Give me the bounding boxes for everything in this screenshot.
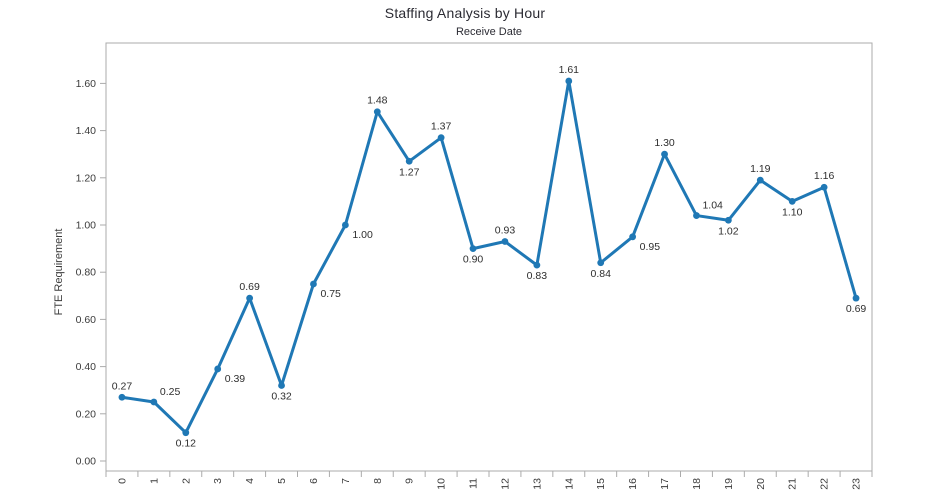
data-point bbox=[373, 108, 381, 116]
data-point bbox=[533, 261, 541, 269]
data-point-label: 0.12 bbox=[176, 438, 197, 450]
data-point-label: 0.90 bbox=[463, 254, 484, 266]
data-point-label: 0.69 bbox=[239, 281, 260, 293]
x-tick-label: 21 bbox=[787, 478, 799, 490]
y-tick-label: 1.40 bbox=[76, 125, 97, 137]
x-tick-label: 9 bbox=[404, 478, 416, 484]
data-point-label: 1.37 bbox=[431, 121, 452, 133]
data-point bbox=[405, 157, 413, 165]
data-point-label: 1.00 bbox=[352, 229, 373, 241]
y-tick-label: 0.80 bbox=[76, 267, 97, 279]
data-point bbox=[724, 216, 732, 224]
x-tick-label: 1 bbox=[148, 478, 160, 484]
data-point bbox=[150, 398, 158, 406]
data-point-label: 1.30 bbox=[654, 137, 675, 149]
data-point bbox=[246, 294, 254, 302]
y-tick-label: 0.60 bbox=[76, 314, 97, 326]
data-point-label: 0.95 bbox=[640, 241, 661, 253]
x-tick-label: 0 bbox=[116, 478, 128, 484]
x-tick-label: 16 bbox=[627, 478, 639, 490]
x-tick-label: 20 bbox=[755, 478, 767, 490]
data-point-label: 0.75 bbox=[320, 288, 341, 300]
x-tick-label: 22 bbox=[819, 478, 831, 490]
chart-subtitle: Receive Date bbox=[455, 26, 523, 38]
data-point bbox=[693, 212, 700, 219]
x-tick-label: 12 bbox=[499, 478, 511, 490]
y-tick-label: 0.40 bbox=[76, 361, 97, 373]
data-point-label: 1.19 bbox=[750, 163, 771, 175]
x-tick-label: 6 bbox=[308, 478, 320, 484]
data-point bbox=[118, 393, 126, 401]
x-tick-label: 17 bbox=[659, 478, 671, 490]
x-tick-label: 2 bbox=[180, 478, 192, 484]
data-point-label: 1.16 bbox=[814, 170, 835, 182]
data-point bbox=[310, 280, 317, 288]
data-point-label: 0.93 bbox=[495, 225, 516, 237]
data-point bbox=[278, 382, 285, 389]
data-point-label: 0.32 bbox=[271, 390, 292, 402]
y-axis-title: FTE Requirement bbox=[53, 229, 65, 316]
data-point-label: 1.04 bbox=[702, 200, 723, 212]
y-tick-label: 0.20 bbox=[76, 408, 97, 420]
y-tick-label: 1.60 bbox=[76, 78, 97, 90]
x-tick-label: 11 bbox=[468, 478, 480, 489]
data-point bbox=[788, 198, 796, 205]
data-point-label: 0.69 bbox=[846, 303, 867, 315]
data-point bbox=[661, 150, 668, 158]
x-tick-label: 10 bbox=[436, 478, 448, 490]
x-tick-label: 19 bbox=[723, 478, 735, 490]
data-point-label: 0.83 bbox=[527, 270, 548, 282]
data-point bbox=[756, 176, 764, 184]
data-point-label: 1.02 bbox=[718, 225, 739, 237]
data-point-label: 1.10 bbox=[782, 206, 803, 218]
x-tick-label: 13 bbox=[531, 478, 543, 490]
x-tick-label: 18 bbox=[691, 478, 703, 490]
data-point bbox=[820, 183, 828, 191]
data-point bbox=[437, 134, 445, 142]
data-point-label: 0.27 bbox=[112, 380, 133, 392]
chart-title: Staffing Analysis by Hour bbox=[384, 5, 546, 21]
data-point bbox=[182, 429, 190, 437]
y-tick-label: 1.00 bbox=[76, 220, 97, 232]
data-point bbox=[214, 365, 222, 373]
data-point-label: 0.25 bbox=[160, 386, 181, 398]
x-tick-label: 14 bbox=[563, 478, 575, 490]
plot-border bbox=[105, 42, 873, 472]
x-tick-label: 7 bbox=[340, 478, 352, 484]
data-point-label: 1.27 bbox=[399, 166, 420, 178]
series-line bbox=[120, 79, 858, 435]
data-point-label: 0.84 bbox=[590, 268, 611, 280]
data-point bbox=[597, 259, 605, 267]
data-point bbox=[629, 233, 637, 241]
data-point-label: 1.61 bbox=[559, 64, 580, 76]
x-tick-label: 23 bbox=[851, 478, 863, 490]
x-tick-label: 3 bbox=[212, 478, 224, 484]
x-tick-label: 8 bbox=[372, 478, 384, 484]
data-point bbox=[565, 77, 573, 85]
data-point-label: 0.39 bbox=[225, 373, 246, 385]
data-point bbox=[852, 294, 860, 302]
x-tick-label: 15 bbox=[595, 478, 607, 490]
y-tick-label: 0.00 bbox=[76, 456, 97, 468]
data-point bbox=[469, 245, 477, 253]
x-tick-label: 4 bbox=[244, 478, 256, 484]
y-tick-label: 1.20 bbox=[76, 172, 97, 184]
data-point-label: 1.48 bbox=[367, 95, 388, 107]
data-point bbox=[501, 238, 509, 245]
x-tick-label: 5 bbox=[276, 478, 288, 484]
data-point bbox=[341, 221, 349, 229]
